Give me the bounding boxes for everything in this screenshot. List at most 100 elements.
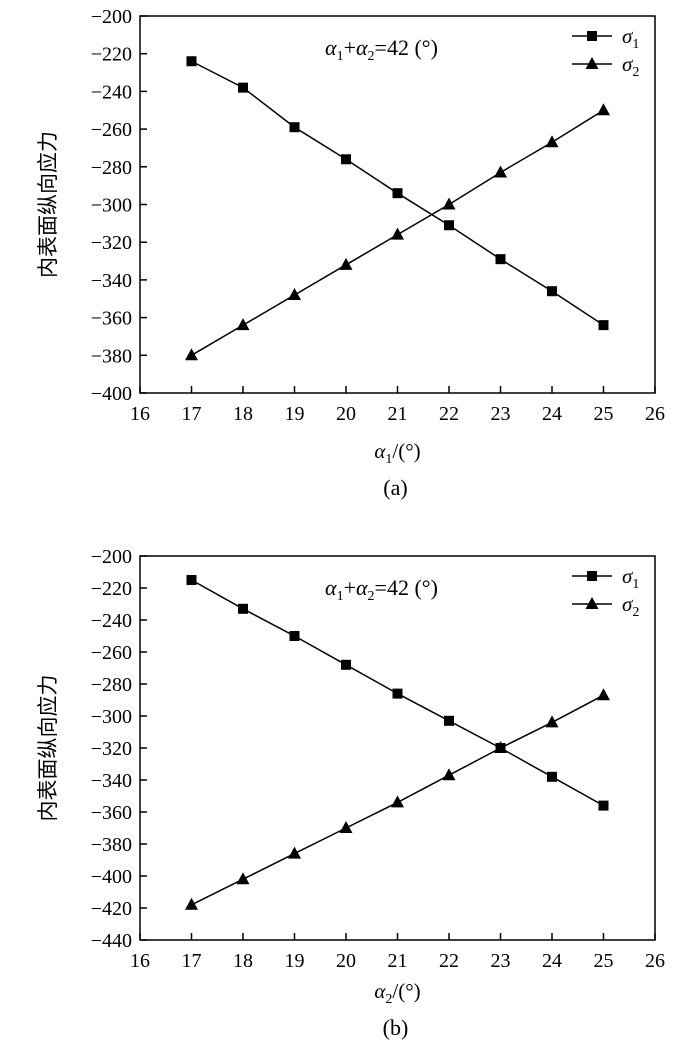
x-tick-label: 23: [491, 950, 511, 972]
y-tick-label: −200: [91, 6, 132, 28]
legend-marker-sigma1: [587, 31, 597, 41]
legend-symbol: σ: [622, 24, 634, 48]
data-point-sigma2: [442, 197, 456, 210]
data-point-sigma2: [442, 768, 456, 781]
annotation-alpha: α: [325, 575, 337, 600]
panel-caption: (a): [383, 475, 407, 500]
annotation-alpha: α: [356, 575, 368, 600]
constraint-annotation: α1+α2=42 (°): [325, 35, 438, 64]
legend-marker-sigma1: [587, 571, 597, 581]
x-axis-unit: /(°): [392, 439, 420, 463]
annotation-alpha: α: [356, 35, 368, 60]
data-point-sigma2: [391, 227, 404, 240]
data-point-sigma1: [289, 122, 300, 133]
x-tick-label: 16: [130, 950, 150, 972]
legend-symbol: σ: [622, 592, 634, 616]
y-tick-label: −440: [91, 930, 132, 952]
legend-label-sigma1: σ1: [622, 564, 639, 592]
y-tick-label: −360: [91, 308, 132, 330]
data-point-sigma1: [186, 56, 197, 67]
constraint-annotation: α1+α2=42 (°): [325, 575, 438, 604]
y-tick-label: −280: [91, 674, 132, 696]
legend-marker-sigma2: [585, 597, 599, 609]
x-axis-symbol: α: [374, 439, 386, 463]
data-point-sigma2: [288, 287, 301, 300]
legend-symbol: σ: [622, 564, 634, 588]
data-point-sigma2: [288, 846, 301, 859]
legend-label-sigma2: σ2: [622, 52, 639, 80]
x-tick-label: 21: [388, 950, 408, 972]
x-tick-label: 18: [233, 403, 253, 425]
chart-panel-1: 16 17 18 19 20 21 22 23 24 25 26−200−220−240−260−2…: [36, 6, 665, 500]
data-point-sigma1: [444, 220, 454, 231]
y-tick-label: −420: [91, 898, 132, 920]
x-axis-symbol: α: [374, 979, 386, 1003]
x-axis-title: α1/(°): [374, 439, 420, 467]
data-point-sigma1: [238, 82, 248, 93]
y-tick-label: −260: [91, 642, 132, 664]
x-tick-label: 21: [388, 403, 408, 425]
x-tick-label: 25: [594, 950, 614, 972]
y-axis-title: 内表面纵向应力: [36, 675, 60, 822]
legend-marker-sigma2: [585, 57, 599, 69]
x-tick-label: 24: [542, 403, 562, 425]
data-point-sigma1: [186, 575, 197, 585]
x-tick-label: 22: [439, 403, 459, 425]
legend-subscript: 2: [632, 605, 639, 620]
annotation-alpha: α: [325, 35, 337, 60]
data-point-sigma2: [339, 821, 353, 833]
x-tick-label: 17: [182, 403, 202, 425]
x-tick-label: 24: [542, 950, 562, 972]
data-point-sigma1: [341, 154, 351, 165]
annotation-plus: +: [344, 575, 356, 600]
x-tick-label: 26: [645, 950, 665, 972]
y-tick-label: −400: [91, 383, 132, 405]
y-tick-label: −220: [91, 578, 132, 600]
y-tick-label: −220: [91, 44, 132, 66]
data-point-sigma1: [444, 715, 454, 726]
y-tick-label: −340: [91, 270, 132, 292]
y-tick-label: −300: [91, 706, 132, 728]
x-tick-label: 23: [491, 403, 511, 425]
data-point-sigma1: [392, 188, 403, 199]
legend-label-sigma2: σ2: [622, 592, 639, 620]
chart-panel-2: 16 17 18 19 20 21 22 23 24 25 26−200−220−240−260−2…: [36, 546, 665, 1040]
y-tick-label: −320: [91, 738, 132, 760]
data-point-sigma2: [494, 741, 507, 753]
data-point-sigma2: [597, 103, 610, 116]
legend-subscript: 1: [632, 577, 639, 592]
y-tick-label: −240: [91, 610, 132, 632]
annotation-subscript: 2: [368, 49, 375, 64]
legend-symbol: σ: [622, 52, 634, 76]
x-tick-label: 20: [336, 403, 356, 425]
data-point-sigma2: [236, 318, 250, 331]
data-point-sigma1: [598, 800, 609, 811]
y-tick-label: −360: [91, 802, 132, 824]
x-axis-subscript: 1: [385, 452, 392, 467]
y-tick-label: −340: [91, 770, 132, 792]
data-point-sigma1: [238, 603, 248, 614]
data-point-sigma2: [236, 872, 250, 885]
data-point-sigma1: [547, 771, 557, 782]
data-point-sigma2: [494, 165, 507, 178]
legend-subscript: 1: [632, 37, 639, 52]
legend-label-sigma1: σ1: [622, 24, 639, 52]
legend-subscript: 2: [632, 65, 639, 80]
data-point-sigma2: [545, 715, 559, 728]
x-tick-label: 17: [182, 950, 202, 972]
x-tick-label: 18: [233, 950, 253, 972]
y-tick-label: −320: [91, 232, 132, 254]
data-point-sigma2: [545, 135, 559, 148]
annotation-value: =42 (°): [375, 35, 438, 60]
y-tick-label: −240: [91, 81, 132, 103]
data-point-sigma1: [341, 659, 351, 670]
x-tick-label: 25: [594, 403, 614, 425]
annotation-subscript: 1: [337, 589, 344, 604]
x-tick-label: 19: [285, 403, 305, 425]
y-tick-label: −400: [91, 866, 132, 888]
plot-frame: [139, 555, 656, 941]
y-tick-label: −380: [91, 834, 132, 856]
data-point-sigma2: [339, 257, 353, 270]
annotation-subscript: 2: [368, 589, 375, 604]
